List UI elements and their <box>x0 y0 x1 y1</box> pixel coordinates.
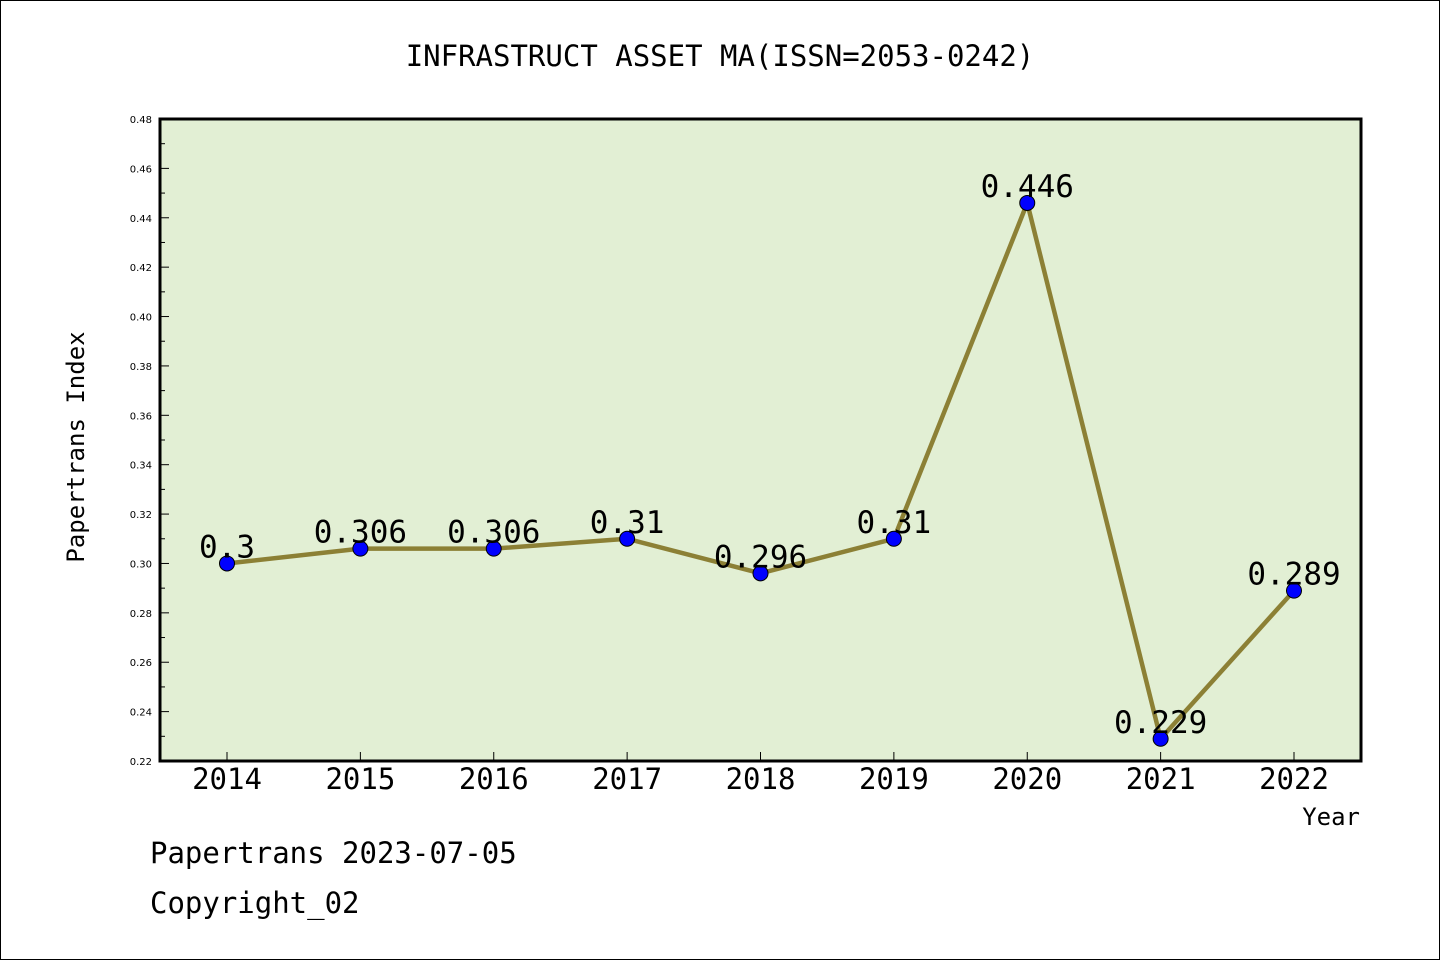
data-point <box>1019 194 1036 211</box>
data-label: 0.31 <box>857 505 932 541</box>
y-tick-label: 0.36 <box>130 411 152 422</box>
y-tick-label: 0.46 <box>130 164 152 175</box>
y-tick-label: 0.42 <box>130 263 152 274</box>
x-tick-label: 2017 <box>592 762 662 796</box>
data-point <box>485 540 502 557</box>
x-tick-label: 2019 <box>859 762 929 796</box>
y-tick-label: 0.32 <box>130 510 152 521</box>
footer-date: Papertrans 2023-07-05 <box>150 836 517 870</box>
data-label: 0.31 <box>590 505 665 541</box>
x-tick-label: 2022 <box>1259 762 1329 796</box>
y-tick-label: 0.26 <box>130 658 152 669</box>
y-tick-label: 0.30 <box>130 559 152 570</box>
y-tick-label: 0.44 <box>130 214 152 225</box>
y-axis-label: Papertrans Index <box>62 331 90 562</box>
data-label: 0.229 <box>1114 705 1207 741</box>
y-tick-label: 0.34 <box>130 461 152 472</box>
data-point <box>619 530 636 547</box>
x-axis-label: Year <box>1302 803 1360 831</box>
x-tick-label: 2016 <box>459 762 529 796</box>
data-point <box>352 540 369 557</box>
x-axis: 2014 2015 2016 2017 2018 2019 2020 2021 2022 <box>192 752 1329 796</box>
data-label: 0.306 <box>314 515 407 551</box>
footer-copyright: Copyright_02 <box>150 886 360 921</box>
data-point <box>1152 730 1169 747</box>
data-label: 0.446 <box>981 169 1074 205</box>
y-tick-label: 0.28 <box>130 609 152 620</box>
x-tick-label: 2015 <box>325 762 395 796</box>
data-point <box>885 530 902 547</box>
data-label: 0.296 <box>714 539 807 575</box>
y-tick-label: 0.40 <box>130 313 152 324</box>
data-point <box>752 565 769 582</box>
x-tick-label: 2014 <box>192 762 262 796</box>
x-tick-label: 2018 <box>726 762 796 796</box>
x-tick-label: 2021 <box>1126 762 1196 796</box>
data-label: 0.3 <box>199 529 255 565</box>
data-label: 0.289 <box>1247 557 1340 593</box>
series-papertrans-index: 0.3 0.306 0.306 0.31 0.296 0.31 0.446 0.229 0.28… <box>199 169 1341 747</box>
y-tick-label: 0.24 <box>130 708 152 719</box>
y-axis: 0.22 0.24 0.26 0.28 0.30 0.32 0.34 0.36 0.38 0.40… <box>130 115 169 768</box>
data-point <box>219 555 235 572</box>
chart-title: INFRASTRUCT ASSET MA(ISSN=2053-0242) <box>406 39 1035 73</box>
y-tick-label: 0.22 <box>130 757 152 768</box>
data-point <box>1286 582 1302 599</box>
data-label: 0.306 <box>447 515 540 551</box>
x-tick-label: 2020 <box>992 762 1062 796</box>
y-tick-label: 0.38 <box>130 362 152 373</box>
y-tick-label: 0.48 <box>130 115 152 126</box>
plot-area <box>158 117 1363 763</box>
